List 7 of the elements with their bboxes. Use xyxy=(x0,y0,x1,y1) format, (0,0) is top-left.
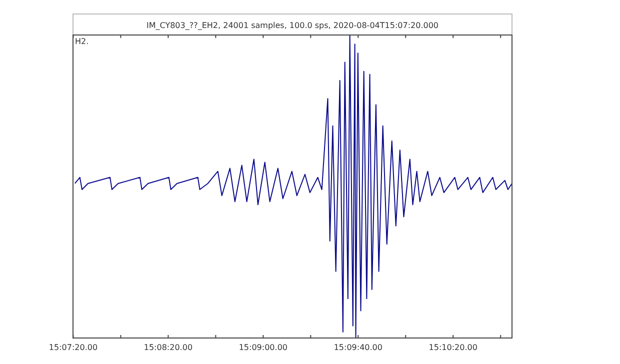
annotation: H2. xyxy=(75,37,89,46)
x-tick-label: 15:07:20.00 xyxy=(48,343,98,352)
x-tick-label: 15:09:40.00 xyxy=(334,343,382,352)
x-tick-label: 15:09:00.00 xyxy=(238,343,288,352)
chart-title: IM_CY803_??_EH2, 24001 samples, 100.0 sps, 2020-08-04T15:07:20.000 xyxy=(146,21,438,30)
x-tick-label: 15:10:20.00 xyxy=(428,343,478,352)
x-tick-label: 15:08:20.00 xyxy=(144,343,193,352)
